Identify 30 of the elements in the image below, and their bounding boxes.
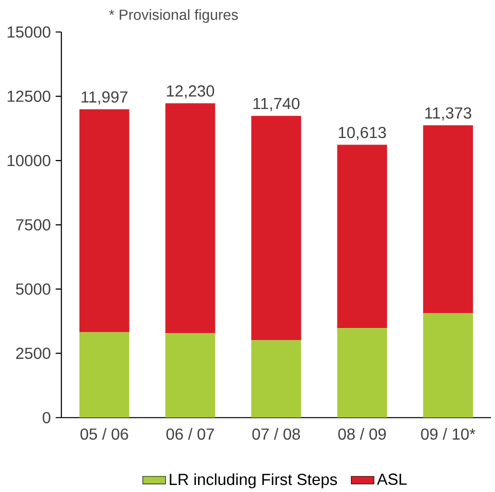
legend-label: ASL — [376, 473, 407, 485]
y-tick-label: 2500 — [16, 348, 50, 359]
legend-label: LR including First Steps — [170, 473, 337, 488]
x-tick-label: 06 / 07 — [166, 428, 214, 440]
total-label: 10,613 — [338, 126, 386, 140]
y-tick-label: 0 — [42, 412, 50, 424]
bar — [337, 328, 388, 418]
total-label: 12,230 — [166, 85, 214, 98]
bar — [79, 332, 130, 418]
bar — [79, 109, 130, 332]
bar — [251, 116, 302, 340]
x-tick-label: 05 / 06 — [80, 428, 128, 440]
x-tick-label: 08 / 09 — [338, 428, 386, 440]
bar — [165, 333, 216, 418]
bar — [423, 313, 473, 418]
text: * Provisional figures — [109, 9, 238, 23]
bar — [251, 340, 302, 418]
y-tick-label: 10000 — [8, 154, 50, 166]
bar — [423, 125, 473, 314]
bar — [165, 103, 216, 334]
y-tick-label: 7500 — [16, 219, 50, 230]
y-tick-label: 5000 — [16, 283, 50, 295]
total-label: 11,373 — [425, 107, 472, 120]
bar — [337, 144, 388, 328]
y-tick-label: 12500 — [8, 90, 50, 102]
total-label: 11,997 — [82, 91, 128, 104]
total-label: 11,740 — [254, 98, 300, 111]
x-tick-label: 09 / 10* — [421, 428, 476, 440]
x-tick-label: 07 / 08 — [252, 428, 300, 440]
y-tick-label: 15000 — [8, 26, 50, 38]
